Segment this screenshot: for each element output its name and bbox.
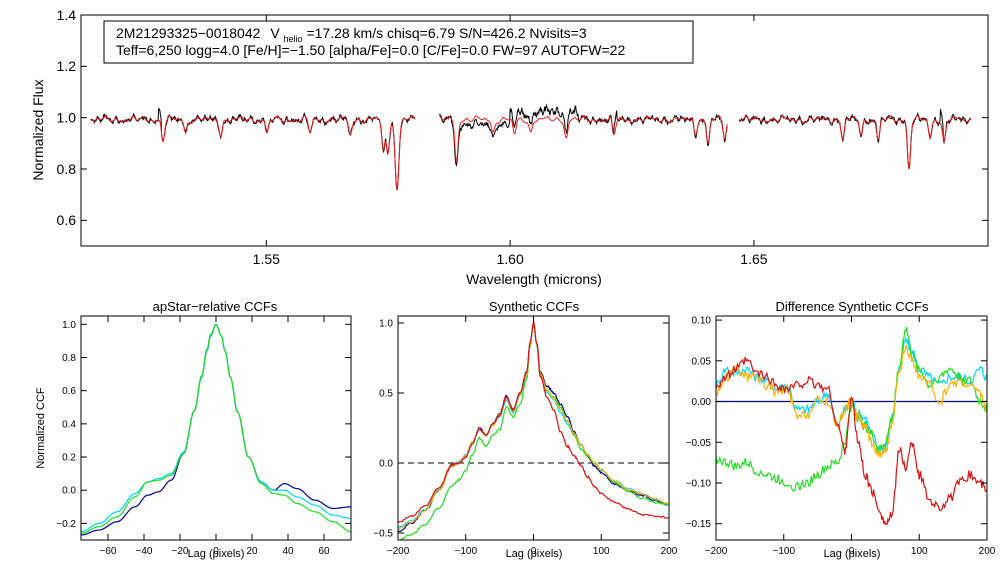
difference-ytick-label: 0.10 <box>692 316 712 327</box>
apstar-frame <box>80 315 352 541</box>
synthetic-ytick-label: 0.5 <box>379 389 393 400</box>
apstar-ytick-label: 0.6 <box>62 386 76 397</box>
synthetic-plot-area <box>398 320 669 540</box>
apstar-xtick-label: −20 <box>172 546 189 557</box>
apstar-xtick-label: 60 <box>318 546 330 557</box>
apstar-series-3 <box>81 323 351 534</box>
synthetic-xtick-label: 200 <box>661 546 678 557</box>
synthetic-xlabel: Lag (pixels) <box>506 548 563 560</box>
difference-series-5 <box>716 356 987 526</box>
apstar-ytick-label: −0.2 <box>56 519 76 530</box>
difference-title: Difference Synthetic CCFs <box>776 299 929 314</box>
apstar-xtick-label: 0 <box>213 546 219 557</box>
difference-frame <box>715 315 988 541</box>
spectrum-ytick-label: 0.6 <box>57 212 77 228</box>
apstar-xtick-label: −40 <box>136 546 153 557</box>
difference-xlabel: Lag (pixels) <box>824 548 881 560</box>
synthetic-xtick-label: −100 <box>454 546 477 557</box>
spectrum-ytick-label: 1.2 <box>57 58 77 74</box>
difference-series-4 <box>716 344 987 458</box>
synthetic-xtick-label: 100 <box>593 546 610 557</box>
synthetic-series-4 <box>398 321 669 530</box>
synthetic-series-1 <box>398 320 669 533</box>
info-box <box>103 20 694 64</box>
synthetic-series-2 <box>398 322 669 529</box>
apstar-ytick-label: 0.8 <box>62 353 76 364</box>
synthetic-ytick-label: 0.0 <box>379 459 393 470</box>
spectrum-xlabel: Wavelength (microns) <box>466 271 602 287</box>
difference-series-3 <box>716 326 987 492</box>
difference-axes: −200 −100 0 100 200 −0.15 −0.10 −0.05 0.00 0.05 0.… <box>686 316 996 557</box>
spectrum-xtick-label: 1.55 <box>253 251 280 267</box>
apstar-xtick-label: 20 <box>246 546 258 557</box>
synthetic-xtick-label: 0 <box>531 546 537 557</box>
synthetic-ytick-label: 1.0 <box>379 319 393 330</box>
apstar-ytick-label: 1.0 <box>62 320 76 331</box>
info-line-1: 2M21293325−0018042 V helio =17.28 km/s c… <box>116 25 587 45</box>
synthetic-ccf-panel: Synthetic CCFs −200 −100 0 100 200 −0.5 0.0 0.5… <box>373 299 678 560</box>
difference-ytick-label: 0.05 <box>692 356 712 367</box>
apstar-ylabel: Normalized CCF <box>35 387 47 469</box>
apstar-ytick-label: 0.4 <box>62 419 76 430</box>
apstar-xtick-label: −60 <box>100 546 117 557</box>
apstar-xlabel: Lag (pixels) <box>188 548 245 560</box>
apstar-xtick-label: 40 <box>282 546 294 557</box>
synthetic-ytick-label: −0.5 <box>373 529 393 540</box>
spectrum-panel: 1.55 1.60 1.65 0.6 0.8 1.0 1.2 1.4 2M21293325−0… <box>30 7 989 287</box>
synthetic-series-5 <box>398 320 669 523</box>
apstar-title: apStar−relative CCFs <box>153 299 278 314</box>
spectrum-xtick-label: 1.65 <box>740 251 767 267</box>
apstar-axes: −60 −40 −20 0 20 40 60 −0.2 0.0 0.2 0.4 0.6 0.8 1.0 <box>56 316 351 557</box>
spectrum-ytick-label: 1.4 <box>57 7 77 23</box>
synthetic-xtick-label: −200 <box>387 546 410 557</box>
spectrum-ytick-label: 0.8 <box>57 161 77 177</box>
difference-plot-area <box>716 326 987 526</box>
info-v-values: =17.28 km/s chisq=6.79 S/N=426.2 Nvisits… <box>306 25 586 41</box>
info-line-2: Teff=6,250 logg=4.0 [Fe/H]=−1.50 [alpha/… <box>116 42 625 58</box>
spectrum-axes: 1.55 1.60 1.65 0.6 0.8 1.0 1.2 1.4 <box>57 7 988 267</box>
spectrum-model-line <box>739 114 972 169</box>
difference-xtick-label: −200 <box>705 546 728 557</box>
spectrum-ytick-label: 1.0 <box>57 110 77 126</box>
info-v-symbol: V <box>270 25 280 41</box>
spectrum-model-line <box>439 114 728 163</box>
apstar-series-2 <box>81 323 351 533</box>
info-v-subscript: helio <box>284 34 303 44</box>
difference-ytick-label: −0.05 <box>686 438 712 449</box>
apstar-plot-area <box>81 323 351 536</box>
difference-series-2 <box>716 337 987 456</box>
apstar-ytick-label: 0.0 <box>62 486 76 497</box>
synthetic-title: Synthetic CCFs <box>489 299 580 314</box>
difference-xtick-label: −100 <box>772 546 795 557</box>
difference-xtick-label: 0 <box>849 546 855 557</box>
info-object-id: 2M21293325−0018042 <box>116 25 261 41</box>
difference-ytick-label: −0.15 <box>686 519 712 530</box>
difference-ytick-label: 0.00 <box>692 397 712 408</box>
apstar-ytick-label: 0.2 <box>62 453 76 464</box>
spectrum-plot-area <box>90 103 972 192</box>
difference-xtick-label: 200 <box>979 546 996 557</box>
difference-xtick-label: 100 <box>911 546 928 557</box>
spectrum-xtick-label: 1.60 <box>496 251 523 267</box>
spectrum-observed-line <box>439 103 728 167</box>
synthetic-frame <box>397 315 670 541</box>
apstar-ccf-panel: apStar−relative CCFs −60 −40 −20 0 20 40 60 −0.… <box>35 299 352 560</box>
spectrum-frame <box>80 14 989 247</box>
difference-ytick-label: −0.10 <box>686 478 712 489</box>
synthetic-axes: −200 −100 0 100 200 −0.5 0.0 0.5 1.0 <box>373 316 678 557</box>
spectrum-model-line <box>90 114 416 192</box>
difference-ccf-panel: Difference Synthetic CCFs −200 −100 0 100 20… <box>686 299 996 560</box>
spectrum-ylabel: Normalized Flux <box>30 79 46 180</box>
